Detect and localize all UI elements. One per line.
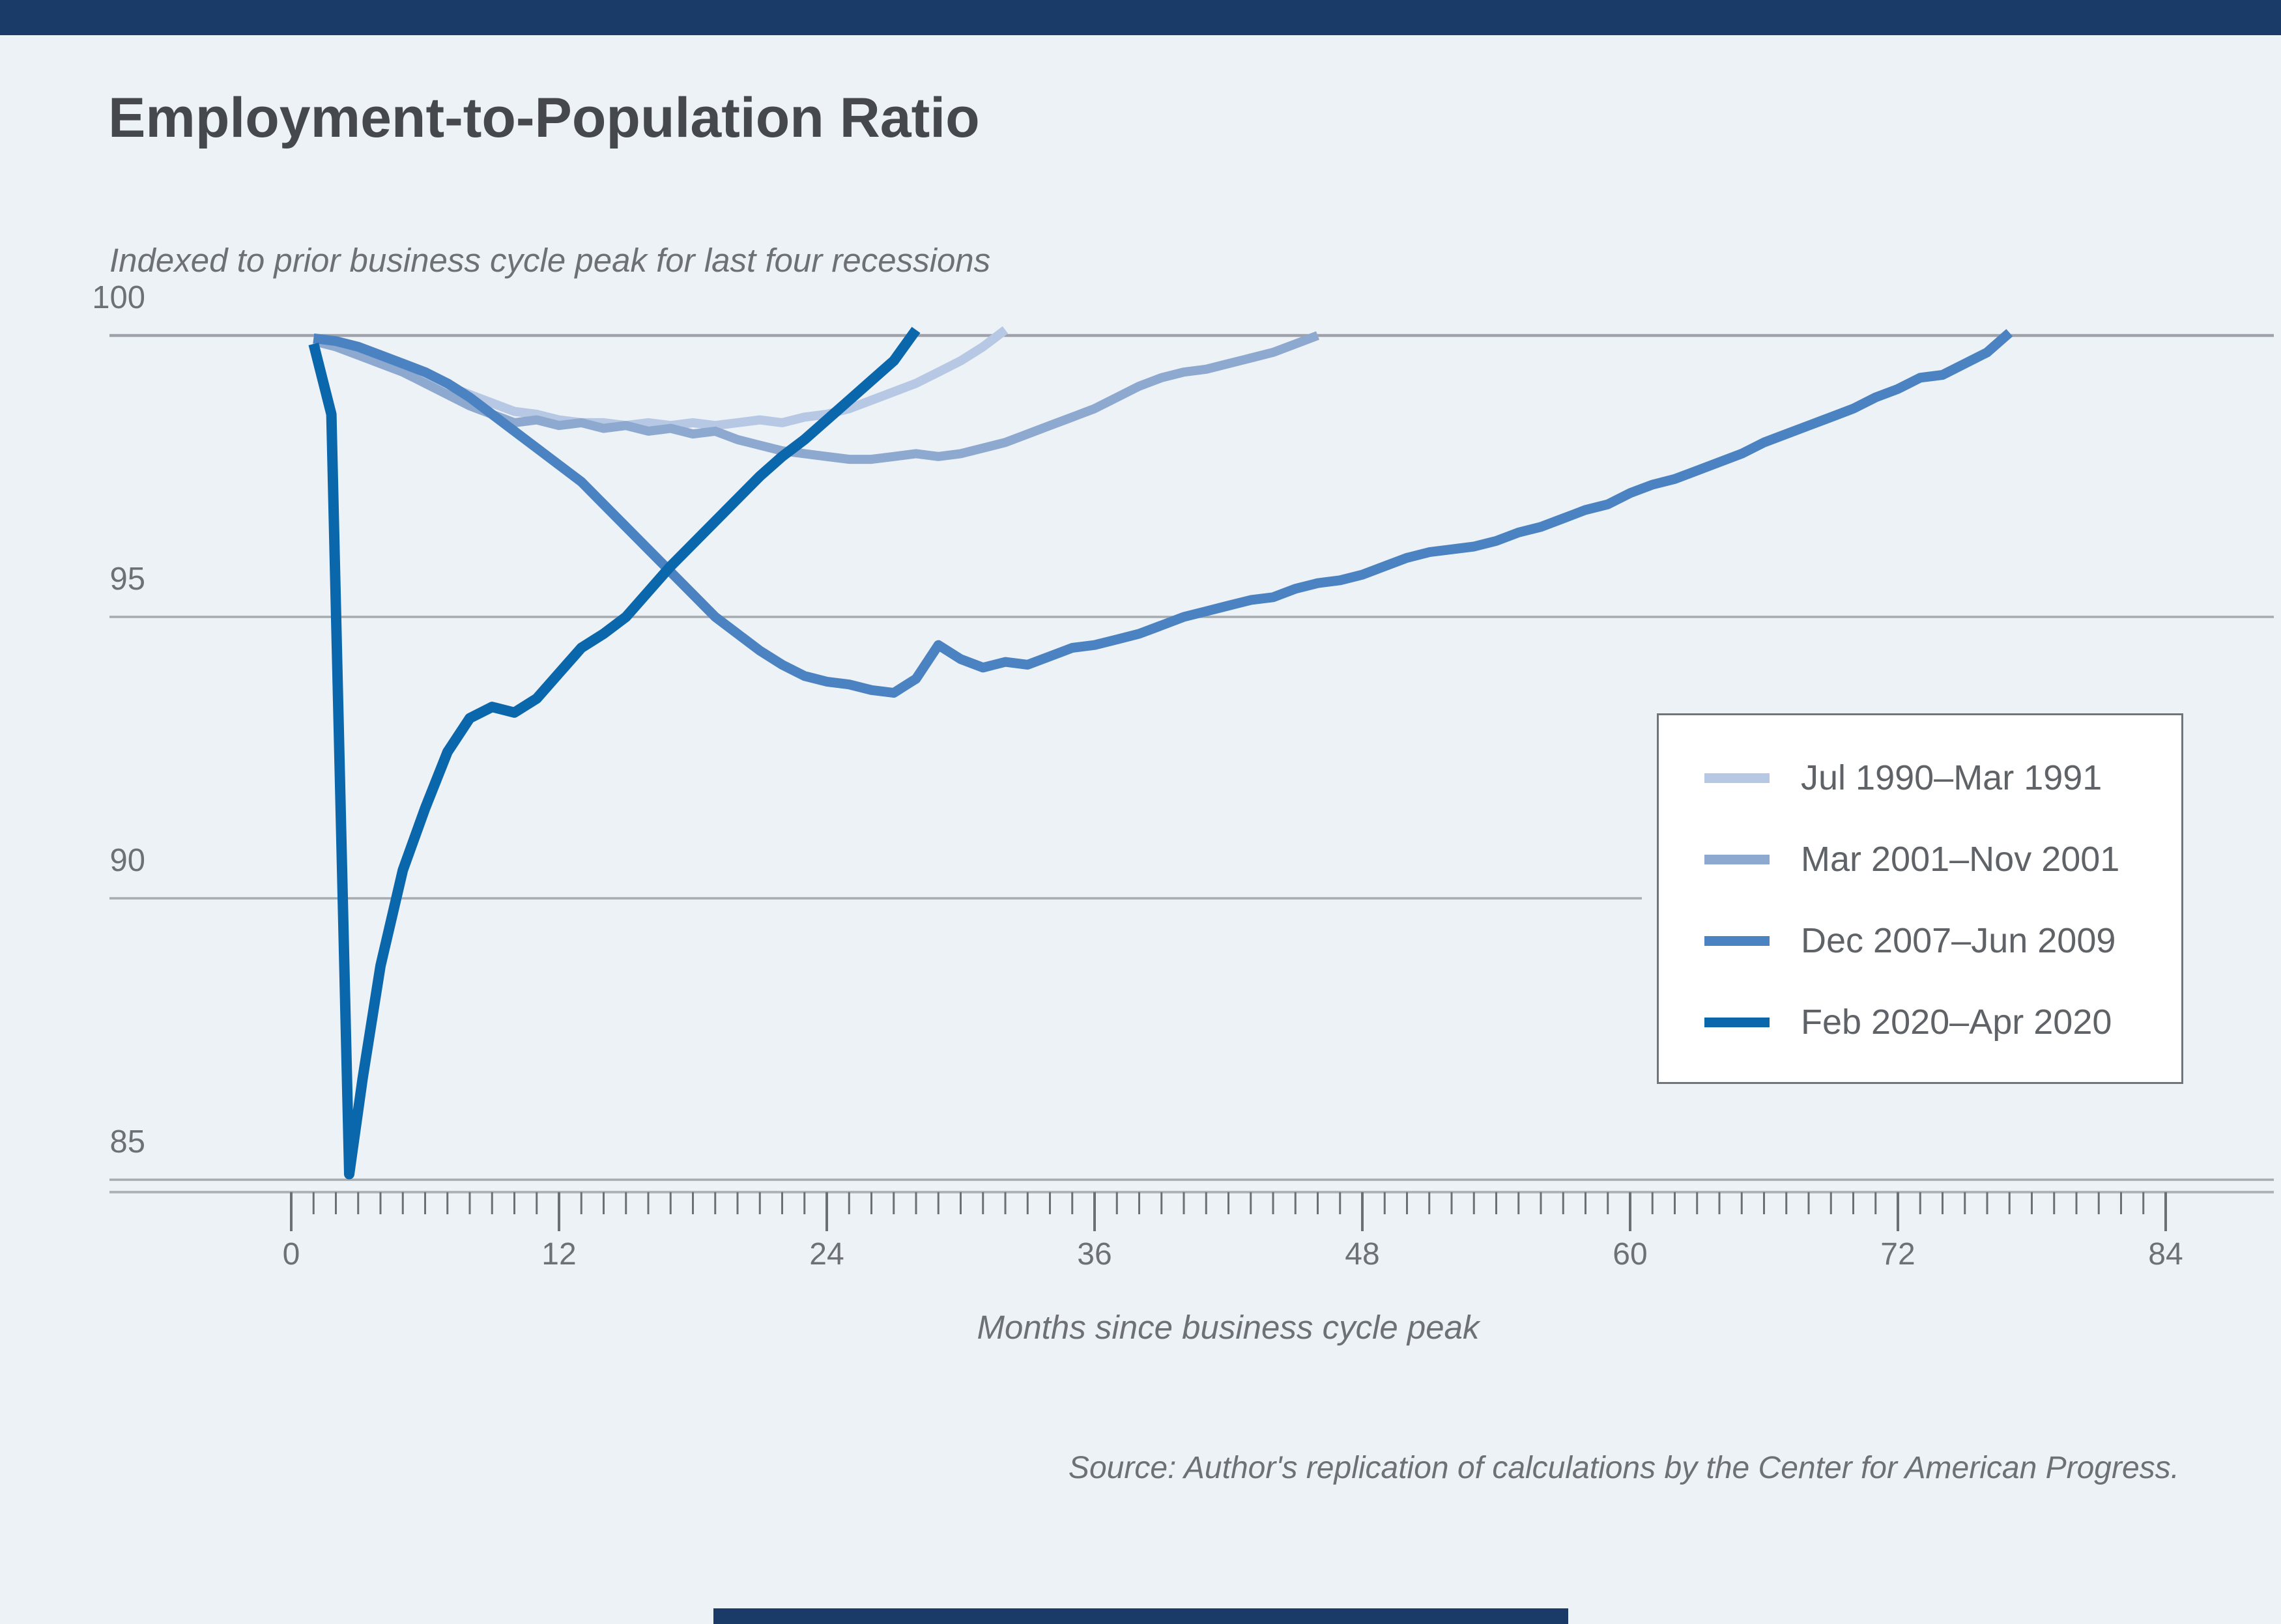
legend-label-2007: Dec 2007–Jun 2009 — [1801, 921, 2116, 960]
legend-swatch-2001-icon — [1704, 854, 1770, 864]
y-tick-label-85: 85 — [109, 1124, 145, 1160]
y-tick-label-90: 90 — [109, 843, 145, 878]
chart-subtitle: Indexed to prior business cycle peak for… — [109, 242, 991, 279]
series-line-2 — [313, 329, 2013, 698]
x-tick-label-36: 36 — [1077, 1237, 1112, 1272]
x-tick-label-24: 24 — [809, 1237, 844, 1272]
top-banner — [0, 0, 2281, 35]
x-tick-label-48: 48 — [1345, 1237, 1380, 1272]
legend-row: Jul 1990–Mar 1991 — [1704, 758, 2181, 797]
legend-swatch-2020-icon — [1704, 1017, 1770, 1027]
legend-row: Feb 2020–Apr 2020 — [1704, 1003, 2181, 1042]
y-tick-label-100: 100 — [92, 280, 145, 315]
chart-title: Employment-to-Population Ratio — [108, 87, 980, 149]
x-axis-title: Months since business cycle peak — [977, 1309, 1480, 1346]
legend-row: Dec 2007–Jun 2009 — [1704, 921, 2181, 960]
legend-swatch-1990-icon — [1704, 773, 1770, 783]
source-note: Source: Author's replication of calculat… — [1068, 1451, 2179, 1485]
x-tick-label-84: 84 — [2148, 1237, 2183, 1272]
series-line-3 — [308, 326, 921, 1180]
x-tick-label-0: 0 — [282, 1237, 300, 1272]
legend-label-2020: Feb 2020–Apr 2020 — [1801, 1003, 2112, 1042]
legend-label-2001: Mar 2001–Nov 2001 — [1801, 840, 2120, 879]
legend-label-1990: Jul 1990–Mar 1991 — [1801, 758, 2102, 797]
x-tick-label-72: 72 — [1880, 1237, 1915, 1272]
x-tick-label-12: 12 — [541, 1237, 577, 1272]
bottom-banner — [713, 1608, 1568, 1624]
legend-row: Mar 2001–Nov 2001 — [1704, 840, 2181, 879]
legend-box: Jul 1990–Mar 1991 Mar 2001–Nov 2001 Dec … — [1657, 713, 2183, 1084]
legend-swatch-2007-icon — [1704, 935, 1770, 946]
x-tick-label-60: 60 — [1613, 1237, 1648, 1272]
y-tick-label-95: 95 — [109, 562, 145, 597]
